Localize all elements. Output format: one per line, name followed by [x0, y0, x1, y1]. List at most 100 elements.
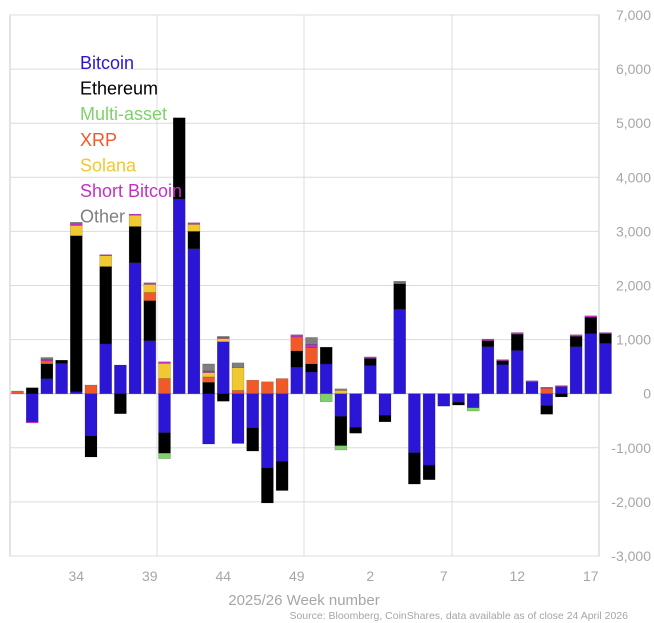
- legend-entry: Bitcoin: [80, 53, 134, 73]
- bar-segment-ethereum: [599, 333, 612, 344]
- bar-segment-short-bitcoin: [393, 282, 406, 285]
- bar-segment-ethereum: [393, 283, 406, 310]
- bar-segment-ethereum: [70, 235, 83, 392]
- legend-entry: Ethereum: [80, 79, 158, 99]
- bar-segment-xrp: [40, 360, 54, 365]
- bar-segment-bitcoin: [408, 393, 421, 453]
- bar-segment-multi-asset: [467, 407, 480, 412]
- bar-segment-ethereum: [555, 393, 568, 398]
- bar-segment-bitcoin: [275, 393, 289, 462]
- bar-segment-solana: [334, 390, 348, 394]
- bar-segment-short-bitcoin: [187, 222, 201, 225]
- bar-segment-other: [40, 357, 54, 360]
- bar-segment-ethereum: [481, 340, 495, 347]
- legend-entry: Other: [80, 207, 125, 227]
- x-tick-label: 17: [583, 568, 599, 584]
- y-axis-ticks: -3,000 -2,000 -1,000 0 1,000 2,000 3,000 4,000 5…: [611, 7, 651, 564]
- bar-segment-bitcoin: [55, 363, 68, 394]
- legend-entry: Multi-asset: [80, 104, 167, 124]
- bar-segment-ethereum: [26, 387, 39, 394]
- bar-segment-ethereum: [55, 359, 68, 364]
- bar-segment-ethereum: [584, 317, 597, 334]
- y-tick-label: 5,000: [616, 115, 651, 131]
- x-tick-label: 12: [510, 568, 526, 584]
- bar-segment-multi-asset: [320, 393, 333, 403]
- bar-segment-bitcoin: [246, 393, 259, 428]
- bar-segment-ethereum: [114, 393, 127, 414]
- x-tick-label: 7: [440, 568, 448, 584]
- x-axis-ticks: 34 39 44 49 2 7 12 17: [69, 568, 599, 584]
- bar-segment-ethereum: [143, 300, 157, 341]
- y-tick-label: -3,000: [611, 548, 651, 564]
- bar-segment-bitcoin: [334, 393, 348, 417]
- bar-segment-ethereum: [452, 402, 465, 406]
- bar-segment-ethereum: [84, 435, 98, 458]
- bar-segment-ethereum: [217, 393, 230, 402]
- bar-segment-other: [393, 280, 406, 283]
- bar-segment-xrp: [143, 292, 157, 301]
- bar-segment-xrp: [261, 381, 274, 394]
- bar-segment-short-bitcoin: [99, 254, 112, 256]
- bar-segment-solana: [143, 284, 157, 293]
- bar-segment-ethereum: [364, 358, 377, 366]
- bar-segment-bitcoin: [143, 340, 157, 394]
- bar-segment-xrp: [231, 390, 245, 394]
- x-tick-label: 39: [142, 568, 158, 584]
- bar-segment-bitcoin: [422, 393, 436, 466]
- bar-segment-ethereum: [320, 346, 333, 365]
- bar-segment-ethereum: [40, 363, 54, 379]
- bar-segment-bitcoin: [70, 391, 83, 394]
- y-tick-label: 3,000: [616, 223, 651, 239]
- bar-segment-bitcoin: [158, 393, 171, 433]
- bar-segment-bitcoin: [584, 333, 597, 394]
- bar-segment-xrp: [246, 379, 259, 394]
- bar-segment-bitcoin: [349, 393, 362, 428]
- bar-segment-bitcoin: [128, 262, 142, 394]
- bar-segment-ethereum: [540, 405, 553, 415]
- bar-segment-xrp: [158, 378, 171, 394]
- bar-segment-xrp: [275, 378, 289, 394]
- bar-segment-short-bitcoin: [40, 358, 54, 361]
- bar-segment-xrp: [305, 347, 318, 365]
- bar-segment-short-bitcoin: [364, 356, 377, 359]
- bar-segment-short-bitcoin: [158, 361, 171, 364]
- bar-segment-short-bitcoin: [540, 387, 553, 389]
- x-tick-label: 49: [289, 568, 305, 584]
- bar-segment-ethereum: [511, 333, 524, 351]
- y-tick-label: 1,000: [616, 332, 651, 348]
- bar-segment-bitcoin: [452, 393, 465, 403]
- bar-segment-short-bitcoin: [584, 315, 597, 318]
- y-tick-label: 2,000: [616, 278, 651, 294]
- legend-entry: Short Bitcoin: [80, 181, 182, 201]
- bar-segment-short-bitcoin: [496, 359, 509, 361]
- bar-segment-ethereum: [275, 461, 289, 491]
- bar-segment-bitcoin: [320, 363, 333, 394]
- bar-segment-bitcoin: [481, 346, 495, 394]
- bar-segment-bitcoin: [555, 386, 568, 394]
- y-tick-label: 0: [643, 386, 651, 402]
- bar-segment-bitcoin: [364, 365, 377, 394]
- bar-segment-solana: [128, 214, 142, 227]
- bar-segment-bitcoin: [217, 341, 230, 394]
- bar-segment-ethereum: [334, 416, 348, 446]
- bar-segment-ethereum: [349, 427, 362, 434]
- bar-segment-ethereum: [408, 452, 421, 485]
- bar-segment-bitcoin: [525, 381, 539, 394]
- bar-segment-bitcoin: [84, 393, 98, 437]
- bar-segment-bitcoin: [26, 393, 39, 423]
- bar-segment-bitcoin: [569, 346, 583, 394]
- bar-segment-short-bitcoin: [290, 334, 303, 338]
- bar-segment-solana: [187, 224, 201, 232]
- bar-segment-other: [231, 362, 245, 368]
- bar-segment-ethereum: [172, 117, 186, 200]
- bar-segment-bitcoin: [290, 366, 303, 394]
- bar-segment-bitcoin: [231, 393, 245, 444]
- y-tick-label: -2,000: [611, 494, 651, 510]
- bar-segment-ethereum: [422, 464, 436, 480]
- bar-segment-other: [70, 222, 83, 225]
- legend-entry: Solana: [80, 155, 137, 175]
- bar-segment-bitcoin: [305, 371, 318, 394]
- bar-segment-solana: [158, 363, 171, 379]
- x-tick-label: 34: [69, 568, 85, 584]
- bar-segment-xrp: [84, 384, 98, 394]
